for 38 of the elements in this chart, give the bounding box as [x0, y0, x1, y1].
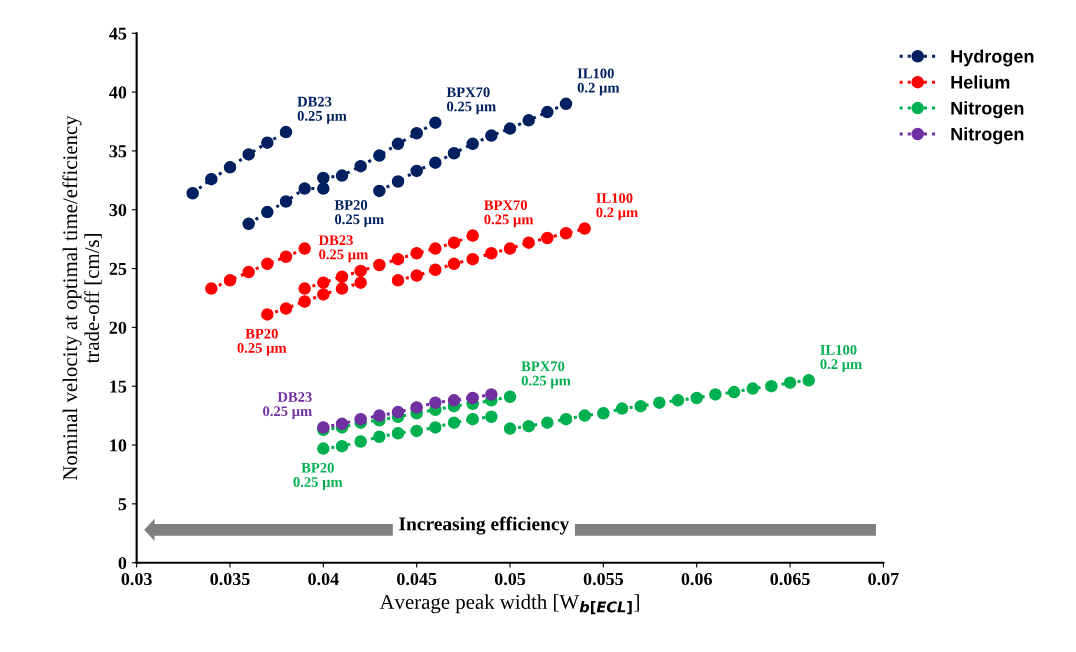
y-tick-label: 10 [110, 439, 127, 452]
y-tick-label: 40 [109, 86, 127, 99]
x-axis-title: Average peak width [W$_{b[ECL]}$] [379, 594, 639, 615]
x-tick-label: 0.06 [681, 572, 712, 586]
y-tick-label: 0 [118, 556, 127, 570]
x-tick-label: 0.045 [397, 572, 437, 586]
y-tick-label: 25 [109, 262, 127, 275]
x-tick-label: 0.065 [770, 572, 810, 586]
annotation: BPX70 0.25 µm [446, 87, 496, 115]
y-tick-label: 5 [118, 498, 127, 511]
x-tick-label: 0.035 [210, 572, 250, 586]
y-tick-label: 30 [109, 203, 127, 217]
legend-label: Helium [951, 75, 1010, 89]
annotation: BP20 0.25 µm [293, 462, 343, 490]
x-tick-label: 0.05 [494, 572, 526, 586]
y-tick-label: 35 [109, 145, 127, 158]
y-tick-label: 20 [109, 321, 127, 334]
annotation: BP20 0.25 µm [237, 328, 287, 356]
annotation: BP20 0.25 µm [334, 200, 384, 228]
x-tick-label: 0.07 [868, 572, 899, 586]
x-tick-label: 0.055 [583, 572, 624, 586]
y-tick-label: 15 [110, 380, 127, 393]
annotation: BPX70 0.25 µm [521, 361, 571, 389]
annotation: DB23 0.25 µm [297, 96, 347, 124]
annotation: IL100 0.2 µm [577, 68, 620, 96]
x-tick-label: 0.03 [121, 572, 152, 586]
x-tick-label: 0.04 [308, 572, 339, 586]
annotation: DB23 0.25 µm [263, 392, 312, 420]
annotation: BPX70 0.25 µm [484, 200, 534, 228]
legend-label: Nitrogen [951, 127, 1024, 145]
annotation: DB23 0.25 µm [318, 235, 369, 263]
y-axis-title: Nominal velocity at optimal time/efficiency trade-off [cm/s] [62, 115, 102, 480]
annotation: IL100 0.2 µm [820, 344, 863, 372]
annotation: Increasing efficiency [399, 516, 570, 535]
legend-label: Hydrogen [951, 49, 1034, 67]
y-tick-label: 45 [109, 27, 127, 40]
annotation: IL100 0.2 µm [596, 193, 638, 221]
legend-label: Nitrogen [951, 101, 1024, 119]
